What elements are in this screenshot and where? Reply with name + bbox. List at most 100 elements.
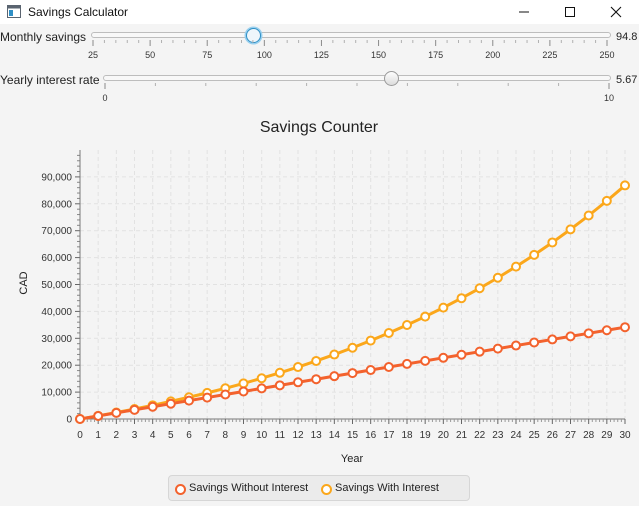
data-point-without-interest <box>220 389 231 400</box>
interest-rate-ticks <box>104 83 610 89</box>
x-tick-label: 10 <box>256 430 268 441</box>
x-tick-label: 16 <box>365 430 377 441</box>
monthly-savings-track[interactable] <box>91 32 611 38</box>
x-tick-label: 5 <box>168 430 174 441</box>
slider-tick-label: 0 <box>102 93 108 103</box>
data-point-without-interest <box>383 361 394 372</box>
slider-tick-label: 10 <box>603 93 615 103</box>
minimize-icon <box>519 11 529 13</box>
slider-tick-label: 50 <box>145 50 156 60</box>
x-tick-label: 1 <box>95 430 101 441</box>
y-tick-label: 90,000 <box>41 172 72 183</box>
plot-area: 0 10,000 20,000 30,000 40,000 50,000 60,000 70,… <box>41 150 631 441</box>
data-point-with-interest <box>620 180 630 191</box>
x-tick-label: 8 <box>223 430 229 441</box>
slider-tick-label: 200 <box>485 50 501 60</box>
legend-marker-without-interest <box>175 484 186 495</box>
data-point-with-interest <box>293 362 303 373</box>
data-point-with-interest <box>347 342 358 353</box>
x-tick-label: 26 <box>547 430 559 441</box>
monthly-savings-label: Monthly savings <box>0 30 87 44</box>
legend-label-with-interest: Savings With Interest <box>335 482 439 494</box>
interest-rate-label: Yearly interest rate <box>0 73 100 87</box>
x-tick-label: 6 <box>186 430 192 441</box>
x-tick-label: 4 <box>150 430 156 441</box>
data-point-without-interest <box>111 407 122 418</box>
data-point-without-interest <box>529 337 540 348</box>
data-point-with-interest <box>583 210 594 221</box>
data-point-with-interest <box>238 378 249 389</box>
data-point-with-interest <box>256 373 267 384</box>
interest-rate-track[interactable] <box>103 75 611 81</box>
x-tick-label: 25 <box>529 430 541 441</box>
minimize-button[interactable] <box>501 0 547 24</box>
x-tick-label: 23 <box>492 430 504 441</box>
monthly-savings-value: 94.8 <box>616 31 638 43</box>
data-point-without-interest <box>347 368 358 379</box>
data-point-without-interest <box>293 377 303 388</box>
x-axis-label: Year <box>341 453 364 465</box>
data-point-without-interest <box>165 398 176 409</box>
slider-tick-label: 25 <box>87 50 99 60</box>
maximize-icon <box>565 7 575 17</box>
maximize-button[interactable] <box>547 0 593 24</box>
data-point-without-interest <box>620 322 630 333</box>
slider-tick-label: 175 <box>428 50 444 60</box>
chart-legend: Savings Without Interest Savings With In… <box>168 475 470 501</box>
x-tick-label: 27 <box>565 430 577 441</box>
y-tick-label: 70,000 <box>41 226 72 237</box>
x-tick-label: 22 <box>474 430 486 441</box>
data-point-without-interest <box>438 352 449 363</box>
data-point-with-interest <box>474 283 485 294</box>
data-point-without-interest <box>420 355 431 366</box>
data-point-without-interest <box>565 331 576 342</box>
x-tick-label: 12 <box>292 430 304 441</box>
x-tick-label: 0 <box>77 430 83 441</box>
y-tick-label: 30,000 <box>41 334 72 345</box>
x-tick-label: 30 <box>619 430 631 441</box>
data-point-without-interest <box>202 392 213 403</box>
data-point-without-interest <box>256 383 267 394</box>
slider-tick-label: 125 <box>313 50 329 60</box>
data-point-without-interest <box>474 346 485 357</box>
monthly-savings-thumb[interactable] <box>246 28 261 43</box>
x-tick-label: 13 <box>311 430 323 441</box>
slider-tick-label: 150 <box>371 50 387 60</box>
window-title: Savings Calculator <box>28 5 129 19</box>
x-tick-label: 17 <box>383 430 395 441</box>
x-tick-label: 14 <box>329 430 341 441</box>
data-point-with-interest <box>529 249 540 260</box>
x-tick-label: 19 <box>420 430 432 441</box>
x-tick-label: 11 <box>275 430 286 441</box>
x-tick-label: 3 <box>132 430 138 441</box>
x-tick-label: 2 <box>114 430 120 441</box>
slider-tick-label: 250 <box>599 50 615 60</box>
y-tick-label: 40,000 <box>41 307 72 318</box>
savings-chart: Savings Counter CAD Year 010,00020,00030… <box>18 119 631 465</box>
close-button[interactable] <box>593 0 639 24</box>
data-point-with-interest <box>456 293 467 304</box>
data-point-with-interest <box>420 311 431 322</box>
data-point-without-interest <box>238 386 249 397</box>
interest-rate-thumb[interactable] <box>384 71 399 86</box>
data-point-without-interest <box>93 410 104 421</box>
data-point-without-interest <box>75 414 85 424</box>
data-point-with-interest <box>311 355 322 366</box>
data-point-without-interest <box>402 358 412 369</box>
x-tick-label: 24 <box>510 430 522 441</box>
x-tick-label: 28 <box>583 430 595 441</box>
data-point-without-interest <box>147 401 158 412</box>
data-point-without-interest <box>184 395 194 406</box>
monthly-savings-ticks <box>92 40 608 46</box>
chart-title: Savings Counter <box>260 119 379 136</box>
slider-tick-label: 225 <box>542 50 558 60</box>
y-axis-label: CAD <box>18 271 30 294</box>
data-point-without-interest <box>456 349 467 360</box>
x-tick-label: 15 <box>347 430 359 441</box>
x-tick-label: 9 <box>241 430 247 441</box>
data-point-without-interest <box>492 343 503 354</box>
data-point-without-interest <box>511 340 521 351</box>
x-tick-label: 29 <box>601 430 613 441</box>
data-point-with-interest <box>547 237 558 248</box>
x-tick-label: 21 <box>456 430 468 441</box>
